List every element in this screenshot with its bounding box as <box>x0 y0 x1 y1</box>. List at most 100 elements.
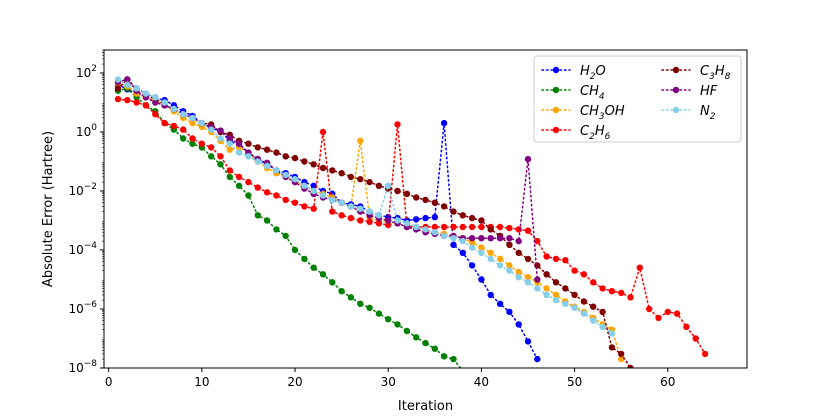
data-point-n2 <box>245 153 252 160</box>
data-point-c2h6 <box>208 144 215 151</box>
data-point-c2h6 <box>627 294 634 301</box>
data-point-c3h8 <box>422 196 429 204</box>
legend-label-ch3oh: CH3OH <box>580 104 625 122</box>
legend-label-part: C <box>580 124 590 139</box>
data-point-c3h8 <box>534 262 541 269</box>
data-point-n2 <box>124 81 131 88</box>
data-point-n2 <box>282 171 289 179</box>
data-point-c3h8 <box>273 149 280 156</box>
data-point-c2h6 <box>385 221 392 229</box>
legend-label-part: CH <box>580 84 599 99</box>
x-tick-label: 10 <box>194 375 209 389</box>
data-point-c3h8 <box>254 144 261 151</box>
data-point-c2h6 <box>515 226 522 233</box>
y-tick-label: 10−2 <box>68 182 97 198</box>
series-line-h2o <box>117 83 539 360</box>
series-line-c3h8 <box>117 78 632 368</box>
y-tick-base: 10 <box>68 243 83 257</box>
data-point-ch4 <box>450 355 457 363</box>
data-point-n2 <box>562 300 569 307</box>
data-point-c3h8 <box>440 203 448 210</box>
y-tick-label: 100 <box>76 123 97 139</box>
data-point-hf <box>385 217 392 224</box>
data-point-hf <box>235 140 243 147</box>
data-point-n2 <box>543 291 550 299</box>
data-point-c2h6 <box>301 203 308 210</box>
y-tick-base: 10 <box>76 125 91 139</box>
data-point-c3h8 <box>562 285 569 292</box>
data-point-c3h8 <box>114 85 122 92</box>
data-point-n2 <box>301 182 308 189</box>
data-point-c3h8 <box>329 167 336 174</box>
legend-marker-c3h8 <box>672 66 680 74</box>
data-point-n2 <box>487 255 494 263</box>
data-point-ch4 <box>413 334 420 341</box>
data-point-c3h8 <box>394 187 401 195</box>
data-point-c2h6 <box>468 223 476 231</box>
legend-label-part: 3 <box>709 72 715 82</box>
data-point-c2h6 <box>664 308 671 316</box>
data-point-n2 <box>366 208 373 215</box>
data-point-c2h6 <box>552 255 560 263</box>
data-point-hf <box>487 235 494 242</box>
data-point-c2h6 <box>590 279 597 286</box>
data-point-c2h6 <box>506 224 513 232</box>
data-point-h2o <box>506 308 513 316</box>
data-point-ch3oh <box>524 274 532 281</box>
data-point-ch4 <box>366 304 373 311</box>
data-point-c2h6 <box>180 126 187 133</box>
legend-item-n2: N2 <box>661 104 716 122</box>
data-point-n2 <box>478 249 485 256</box>
data-point-h2o <box>487 291 494 299</box>
data-point-n2 <box>440 232 448 240</box>
data-point-c2h6 <box>338 212 345 219</box>
data-point-h2o <box>422 214 429 222</box>
data-point-n2 <box>599 323 606 330</box>
data-point-c3h8 <box>403 190 411 197</box>
legend-marker-c2h6 <box>552 126 560 134</box>
data-point-c3h8 <box>282 153 289 160</box>
data-point-c2h6 <box>580 271 588 278</box>
data-point-c2h6 <box>245 178 252 186</box>
data-point-n2 <box>552 296 560 304</box>
series-n2 <box>114 76 616 337</box>
x-tick-label: 30 <box>381 375 396 389</box>
y-tick-exponent: −8 <box>84 359 98 369</box>
legend-label-part: N <box>700 104 710 119</box>
data-point-c2h6 <box>254 184 261 191</box>
data-point-ch4 <box>319 271 327 278</box>
data-point-h2o <box>310 182 317 189</box>
x-tick-label: 40 <box>474 375 489 389</box>
data-point-n2 <box>319 192 327 199</box>
legend-marker-n2 <box>672 106 680 114</box>
data-point-ch4 <box>282 232 289 240</box>
legend-label-part: 4 <box>599 92 605 102</box>
data-point-c3h8 <box>487 226 494 233</box>
data-point-c3h8 <box>478 217 485 224</box>
data-point-n2 <box>534 285 541 292</box>
data-point-c2h6 <box>235 173 243 181</box>
data-point-n2 <box>263 162 271 170</box>
data-point-c3h8 <box>618 350 625 358</box>
legend-marker-h2o <box>552 66 560 74</box>
data-point-c2h6 <box>319 128 327 136</box>
data-point-n2 <box>515 274 522 281</box>
data-point-ch4 <box>301 255 308 263</box>
data-point-c3h8 <box>375 182 383 189</box>
x-tick-label: 0 <box>105 375 113 389</box>
data-point-c3h8 <box>291 154 299 162</box>
data-point-h2o <box>524 338 532 345</box>
data-point-c3h8 <box>543 271 550 278</box>
data-point-c2h6 <box>571 267 578 274</box>
legend-label-c2h6: C2H6 <box>580 124 611 142</box>
data-point-c2h6 <box>394 121 401 128</box>
data-point-c2h6 <box>440 223 448 231</box>
legend-item-c3h8: C3H8 <box>661 64 731 82</box>
data-point-ch4 <box>394 321 401 328</box>
data-point-c3h8 <box>590 303 597 310</box>
data-point-hf <box>534 276 541 283</box>
data-point-c2h6 <box>357 217 364 224</box>
y-tick-base: 10 <box>68 361 83 375</box>
data-point-c3h8 <box>459 212 466 219</box>
